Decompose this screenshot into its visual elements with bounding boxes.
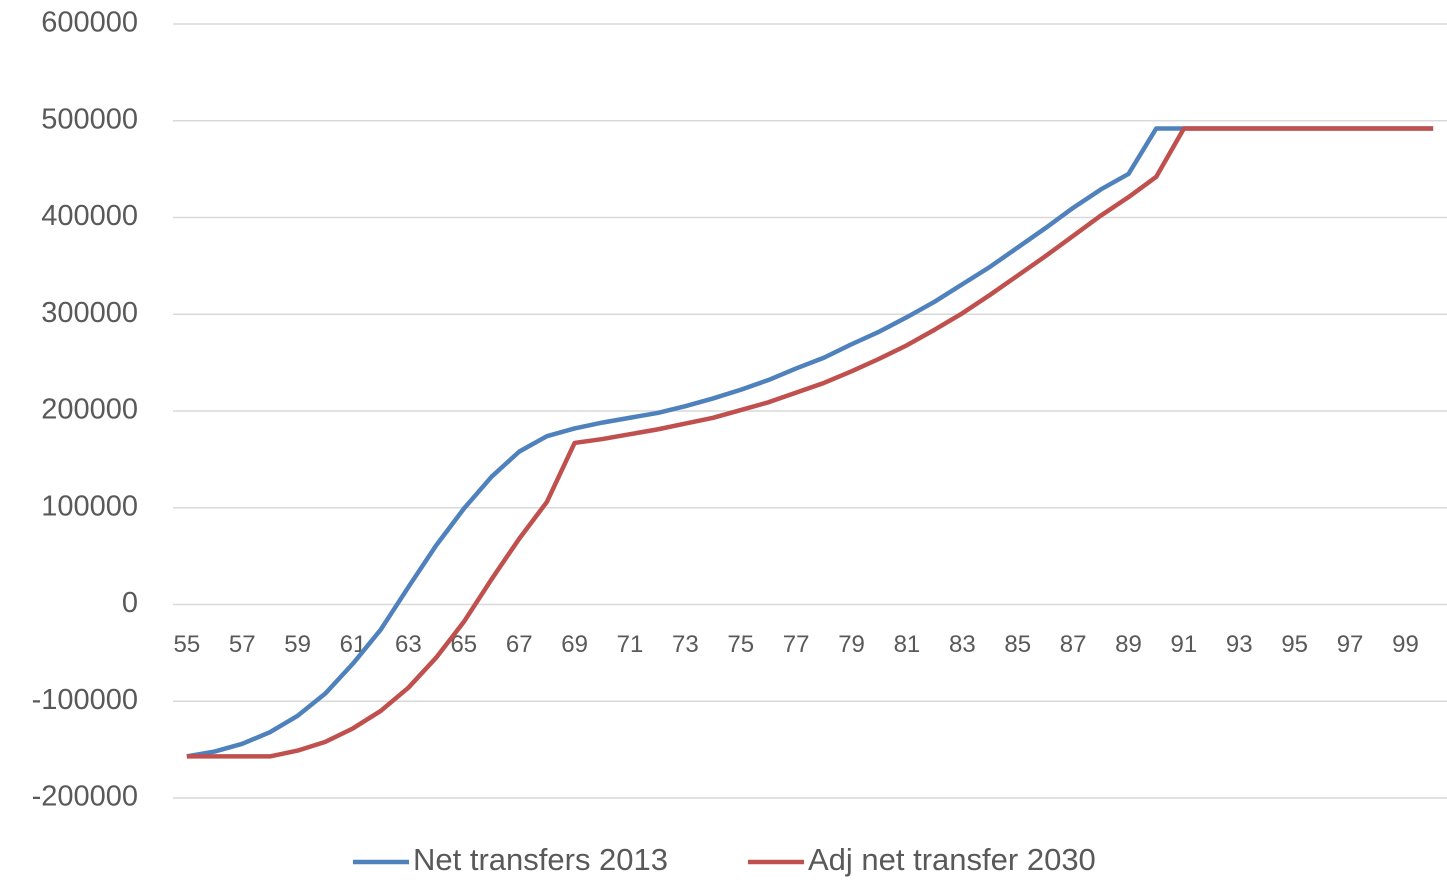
x-tick-label: 79 xyxy=(838,631,865,658)
x-tick-label: 95 xyxy=(1281,631,1308,658)
y-tick-label: 100000 xyxy=(41,490,138,522)
x-tick-label: 93 xyxy=(1226,631,1253,658)
x-tick-label: 91 xyxy=(1171,631,1198,658)
x-tick-label: 77 xyxy=(783,631,810,658)
y-tick-label: 300000 xyxy=(41,297,138,329)
x-tick-label: 67 xyxy=(506,631,533,658)
x-tick-label: 83 xyxy=(949,631,976,658)
series-line xyxy=(186,126,1434,759)
x-tick-label: 63 xyxy=(395,631,422,658)
y-tick-label: -100000 xyxy=(32,684,138,716)
legend-label: Adj net transfer 2030 xyxy=(808,842,1096,877)
x-tick-label: 99 xyxy=(1392,631,1419,658)
x-tick-label: 59 xyxy=(284,631,311,658)
x-tick-label: 71 xyxy=(617,631,644,658)
x-tick-label: 57 xyxy=(229,631,256,658)
y-tick-label: 400000 xyxy=(41,200,138,232)
x-tick-label: 97 xyxy=(1337,631,1364,658)
series-line xyxy=(186,126,1434,759)
x-tick-label: 85 xyxy=(1004,631,1031,658)
x-tick-label: 55 xyxy=(173,631,200,658)
x-tick-label: 73 xyxy=(672,631,699,658)
y-tick-label: 500000 xyxy=(41,103,138,135)
x-tick-label: 81 xyxy=(894,631,921,658)
y-tick-label: 200000 xyxy=(41,394,138,426)
y-tick-label: 0 xyxy=(122,587,138,619)
x-tick-label: 89 xyxy=(1115,631,1142,658)
y-tick-label: -200000 xyxy=(32,781,138,813)
legend-label: Net transfers 2013 xyxy=(413,842,668,877)
x-tick-label: 75 xyxy=(727,631,754,658)
x-tick-label: 69 xyxy=(561,631,588,658)
y-tick-label: 600000 xyxy=(41,7,138,39)
x-tick-label: 87 xyxy=(1060,631,1087,658)
